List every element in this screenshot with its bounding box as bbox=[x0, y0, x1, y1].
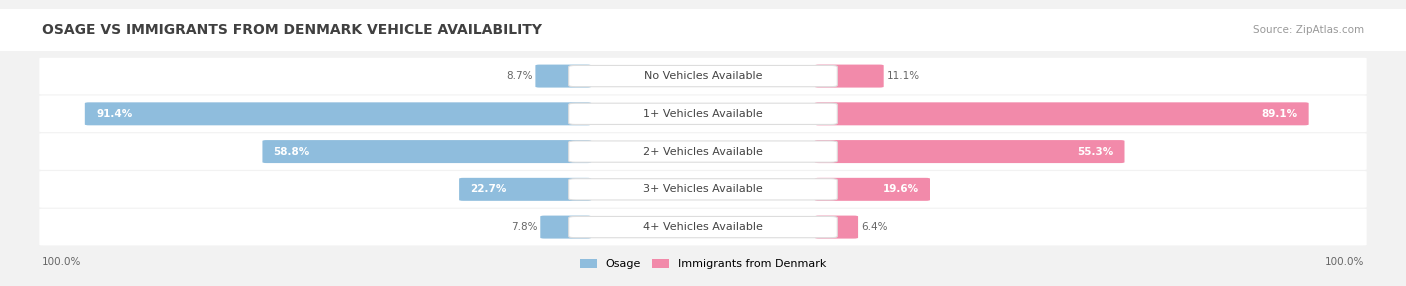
FancyBboxPatch shape bbox=[263, 140, 591, 163]
FancyBboxPatch shape bbox=[39, 209, 1367, 245]
FancyBboxPatch shape bbox=[815, 65, 884, 88]
Text: 55.3%: 55.3% bbox=[1077, 147, 1114, 156]
Text: No Vehicles Available: No Vehicles Available bbox=[644, 71, 762, 81]
Text: 19.6%: 19.6% bbox=[883, 184, 918, 194]
FancyBboxPatch shape bbox=[568, 217, 837, 238]
Text: 6.4%: 6.4% bbox=[860, 222, 887, 232]
FancyBboxPatch shape bbox=[815, 178, 929, 201]
Text: 1+ Vehicles Available: 1+ Vehicles Available bbox=[643, 109, 763, 119]
Text: 3+ Vehicles Available: 3+ Vehicles Available bbox=[643, 184, 763, 194]
Text: 2+ Vehicles Available: 2+ Vehicles Available bbox=[643, 147, 763, 156]
FancyBboxPatch shape bbox=[568, 179, 837, 200]
Text: 7.8%: 7.8% bbox=[510, 222, 537, 232]
Text: 91.4%: 91.4% bbox=[96, 109, 132, 119]
Text: 8.7%: 8.7% bbox=[506, 71, 533, 81]
FancyBboxPatch shape bbox=[540, 216, 591, 239]
FancyBboxPatch shape bbox=[460, 178, 591, 201]
Legend: Osage, Immigrants from Denmark: Osage, Immigrants from Denmark bbox=[581, 259, 825, 269]
Text: 4+ Vehicles Available: 4+ Vehicles Available bbox=[643, 222, 763, 232]
FancyBboxPatch shape bbox=[568, 141, 837, 162]
FancyBboxPatch shape bbox=[84, 102, 591, 125]
FancyBboxPatch shape bbox=[39, 96, 1367, 132]
FancyBboxPatch shape bbox=[815, 102, 1309, 125]
Text: 58.8%: 58.8% bbox=[274, 147, 309, 156]
Text: 11.1%: 11.1% bbox=[887, 71, 920, 81]
FancyBboxPatch shape bbox=[815, 140, 1125, 163]
Text: 100.0%: 100.0% bbox=[1324, 257, 1364, 267]
FancyBboxPatch shape bbox=[536, 65, 591, 88]
Text: 22.7%: 22.7% bbox=[471, 184, 506, 194]
Text: Source: ZipAtlas.com: Source: ZipAtlas.com bbox=[1253, 25, 1364, 35]
FancyBboxPatch shape bbox=[0, 9, 1406, 51]
Text: OSAGE VS IMMIGRANTS FROM DENMARK VEHICLE AVAILABILITY: OSAGE VS IMMIGRANTS FROM DENMARK VEHICLE… bbox=[42, 23, 543, 37]
Text: 100.0%: 100.0% bbox=[42, 257, 82, 267]
FancyBboxPatch shape bbox=[39, 133, 1367, 170]
FancyBboxPatch shape bbox=[815, 216, 858, 239]
Text: 89.1%: 89.1% bbox=[1261, 109, 1298, 119]
FancyBboxPatch shape bbox=[568, 65, 837, 87]
FancyBboxPatch shape bbox=[39, 58, 1367, 94]
FancyBboxPatch shape bbox=[568, 103, 837, 124]
FancyBboxPatch shape bbox=[39, 171, 1367, 208]
